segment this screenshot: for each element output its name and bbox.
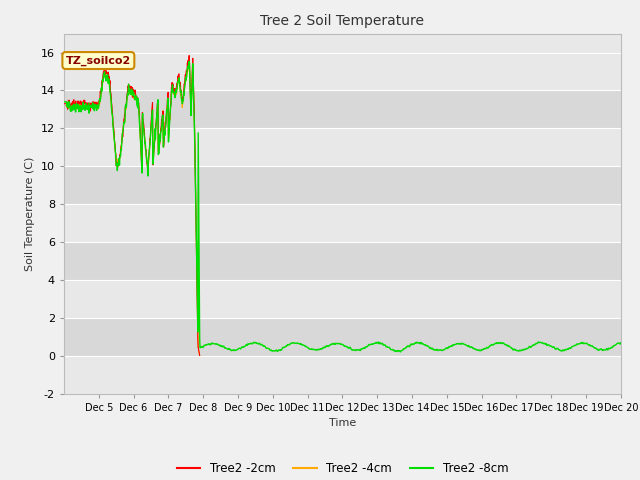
Tree2 -8cm	[611, 343, 618, 348]
Y-axis label: Soil Temperature (C): Soil Temperature (C)	[26, 156, 35, 271]
Line: Tree2 -2cm: Tree2 -2cm	[64, 56, 200, 355]
Bar	[64, 318, 621, 356]
Bar	[64, 280, 621, 318]
Bar	[64, 128, 621, 166]
Tree2 -8cm	[474, 348, 482, 353]
Line: Tree2 -8cm: Tree2 -8cm	[64, 61, 621, 352]
Title: Tree 2 Soil Temperature: Tree 2 Soil Temperature	[260, 14, 424, 28]
Tree2 -8cm	[317, 346, 325, 351]
X-axis label: Time: Time	[329, 418, 356, 428]
Tree2 -8cm	[556, 347, 564, 353]
Tree2 -4cm	[60, 103, 68, 108]
Bar	[64, 166, 621, 204]
Tree2 -4cm	[147, 125, 155, 131]
Tree2 -8cm	[186, 59, 193, 64]
Legend: Tree2 -2cm, Tree2 -4cm, Tree2 -8cm: Tree2 -2cm, Tree2 -4cm, Tree2 -8cm	[172, 457, 513, 480]
Tree2 -8cm	[397, 349, 404, 355]
Bar	[64, 90, 621, 128]
Bar	[64, 52, 621, 90]
Bar	[64, 204, 621, 242]
Tree2 -8cm	[328, 341, 336, 347]
Tree2 -8cm	[60, 99, 68, 105]
Tree2 -8cm	[147, 122, 155, 128]
Bar	[64, 356, 621, 394]
Tree2 -8cm	[617, 340, 625, 346]
Tree2 -2cm	[60, 101, 68, 107]
Bar	[64, 242, 621, 280]
Tree2 -2cm	[147, 120, 155, 126]
Text: TZ_soilco2: TZ_soilco2	[66, 55, 131, 66]
Line: Tree2 -4cm: Tree2 -4cm	[64, 65, 200, 355]
